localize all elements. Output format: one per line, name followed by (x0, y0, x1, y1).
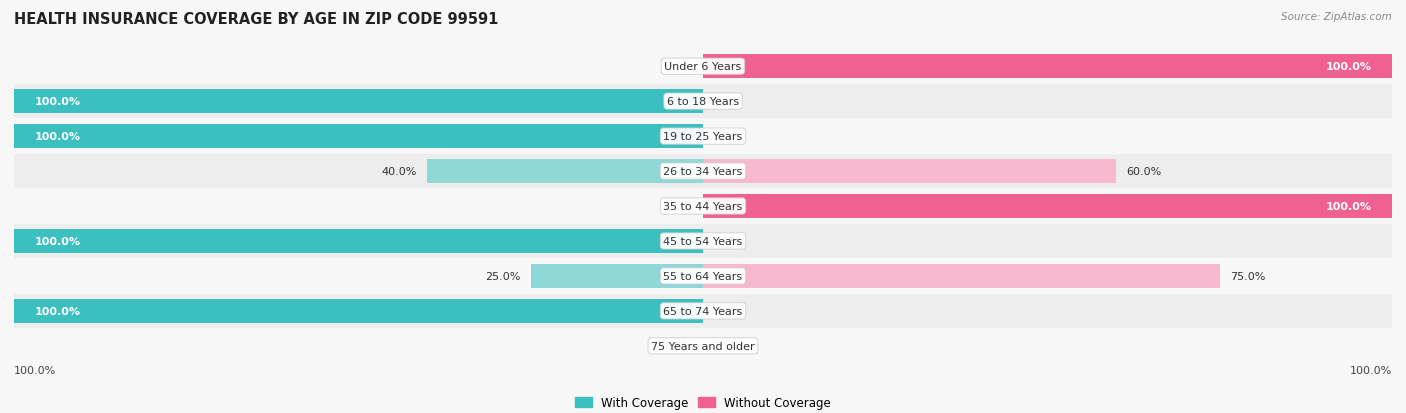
Text: 100.0%: 100.0% (1350, 365, 1392, 375)
Bar (14, 125, 703, 149)
Bar (14, 224, 1392, 259)
Bar (14, 50, 1392, 84)
Text: 19 to 25 Years: 19 to 25 Years (664, 132, 742, 142)
Text: 0.0%: 0.0% (665, 341, 693, 351)
Text: 65 to 74 Years: 65 to 74 Years (664, 306, 742, 316)
Bar (14, 299, 703, 323)
Text: 0.0%: 0.0% (713, 306, 741, 316)
Text: 55 to 64 Years: 55 to 64 Years (664, 271, 742, 281)
Bar (14, 154, 1392, 189)
Text: 40.0%: 40.0% (381, 166, 418, 177)
Text: 100.0%: 100.0% (35, 236, 80, 247)
Text: Under 6 Years: Under 6 Years (665, 62, 741, 72)
Bar (14, 120, 1392, 154)
Bar (14, 85, 1392, 119)
Text: 100.0%: 100.0% (35, 132, 80, 142)
Bar (14, 190, 1392, 223)
Bar (703, 55, 1392, 79)
Text: 45 to 54 Years: 45 to 54 Years (664, 236, 742, 247)
Text: 60.0%: 60.0% (1126, 166, 1161, 177)
Bar (531, 264, 703, 288)
Text: 100.0%: 100.0% (1326, 62, 1371, 72)
Text: 100.0%: 100.0% (35, 306, 80, 316)
Text: 100.0%: 100.0% (35, 97, 80, 107)
Bar (427, 160, 703, 183)
Text: 0.0%: 0.0% (665, 202, 693, 211)
Text: 6 to 18 Years: 6 to 18 Years (666, 97, 740, 107)
Text: 0.0%: 0.0% (713, 236, 741, 247)
Text: 100.0%: 100.0% (1326, 202, 1371, 211)
Text: Source: ZipAtlas.com: Source: ZipAtlas.com (1281, 12, 1392, 22)
Text: 25.0%: 25.0% (485, 271, 520, 281)
Bar (14, 230, 703, 253)
Bar (703, 160, 1116, 183)
Text: 35 to 44 Years: 35 to 44 Years (664, 202, 742, 211)
Text: 0.0%: 0.0% (713, 132, 741, 142)
Text: HEALTH INSURANCE COVERAGE BY AGE IN ZIP CODE 99591: HEALTH INSURANCE COVERAGE BY AGE IN ZIP … (14, 12, 499, 27)
Text: 0.0%: 0.0% (665, 62, 693, 72)
Bar (14, 294, 1392, 328)
Text: 100.0%: 100.0% (14, 365, 56, 375)
Bar (703, 264, 1219, 288)
Text: 0.0%: 0.0% (713, 97, 741, 107)
Legend: With Coverage, Without Coverage: With Coverage, Without Coverage (571, 392, 835, 413)
Bar (14, 259, 1392, 293)
Text: 75.0%: 75.0% (1230, 271, 1265, 281)
Text: 26 to 34 Years: 26 to 34 Years (664, 166, 742, 177)
Bar (14, 329, 1392, 363)
Bar (14, 90, 703, 114)
Text: 0.0%: 0.0% (713, 341, 741, 351)
Bar (703, 195, 1392, 218)
Text: 75 Years and older: 75 Years and older (651, 341, 755, 351)
